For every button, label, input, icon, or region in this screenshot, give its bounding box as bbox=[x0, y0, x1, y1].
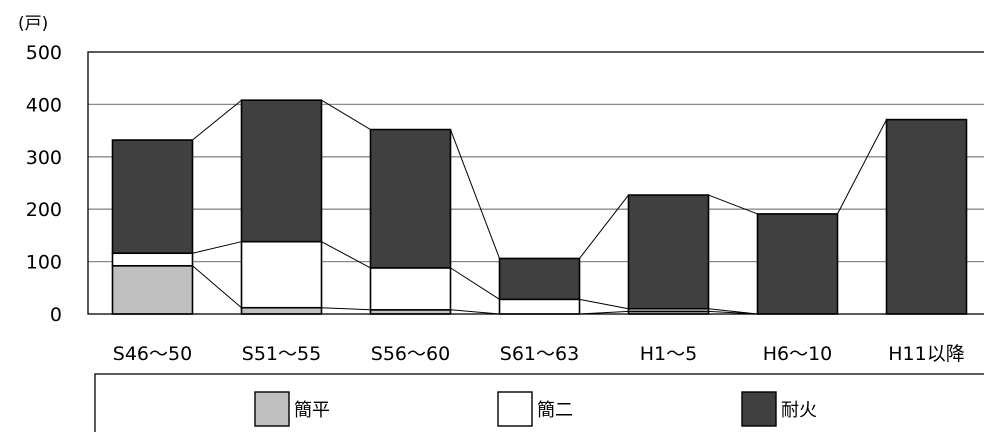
series-connector-line bbox=[192, 241, 242, 254]
bar-segment bbox=[240, 99, 323, 243]
bar-segment bbox=[369, 267, 452, 311]
x-category-label: S51～55 bbox=[242, 343, 321, 365]
series-connector-line bbox=[450, 309, 500, 315]
gridlines bbox=[88, 103, 984, 263]
legend: 簡平 簡二 耐火 bbox=[94, 373, 984, 432]
bar-segment bbox=[111, 264, 194, 315]
y-tick-label: 400 bbox=[26, 94, 62, 116]
y-tick-label: 0 bbox=[50, 304, 62, 326]
x-category-label: H1～5 bbox=[640, 343, 697, 365]
bar-segment bbox=[885, 118, 968, 315]
x-category-label: H11以降 bbox=[888, 343, 964, 365]
series-connector-line bbox=[192, 99, 242, 141]
series-connector-line bbox=[708, 308, 758, 315]
series-connector-line bbox=[450, 267, 500, 300]
y-unit-label: (戸) bbox=[18, 14, 48, 34]
legend-swatch bbox=[254, 391, 290, 427]
legend-label: 簡二 bbox=[537, 400, 573, 421]
series-connector-line bbox=[579, 194, 629, 259]
bar-segment bbox=[369, 128, 452, 269]
y-axis-ticks: 0 100 200 300 400 500 bbox=[26, 42, 62, 326]
bar-segment bbox=[240, 306, 323, 315]
bar-segment bbox=[498, 257, 581, 301]
x-axis-categories: S46～50 S51～55 S56～60 S61～63 H1～5 H6～10 H11以降 bbox=[113, 343, 965, 365]
bar-segment bbox=[627, 194, 710, 310]
series-connector-line bbox=[321, 99, 371, 130]
bar-segment bbox=[498, 298, 581, 315]
x-category-label: H6～10 bbox=[763, 343, 833, 365]
connector-lines bbox=[192, 99, 887, 315]
y-tick-label: 500 bbox=[26, 42, 62, 64]
plot-area-frame bbox=[87, 51, 984, 315]
series-connector-line bbox=[837, 119, 887, 215]
legend-swatch bbox=[497, 391, 533, 427]
x-category-label: S61～63 bbox=[500, 343, 579, 365]
series-connector-line bbox=[192, 265, 242, 309]
legend-frame bbox=[94, 373, 984, 432]
y-tick-label: 300 bbox=[26, 147, 62, 169]
y-tick-label: 200 bbox=[26, 199, 62, 221]
bar-segment bbox=[240, 240, 323, 309]
bar-segment bbox=[111, 139, 194, 255]
bars bbox=[111, 99, 968, 315]
x-category-label: S56～60 bbox=[371, 343, 450, 365]
x-category-label: S46～50 bbox=[113, 343, 192, 365]
series-connector-line bbox=[579, 298, 629, 310]
legend-swatch bbox=[741, 391, 777, 427]
bar-segment bbox=[111, 252, 194, 267]
legend-label: 簡平 bbox=[294, 400, 330, 421]
series-connector-line bbox=[450, 129, 500, 259]
legend-label: 耐火 bbox=[781, 400, 817, 421]
series-connector-line bbox=[708, 194, 758, 215]
series-connector-line bbox=[321, 241, 371, 269]
series-connector-line bbox=[321, 307, 371, 311]
bar-segment bbox=[756, 213, 839, 315]
y-tick-label: 100 bbox=[26, 252, 62, 274]
